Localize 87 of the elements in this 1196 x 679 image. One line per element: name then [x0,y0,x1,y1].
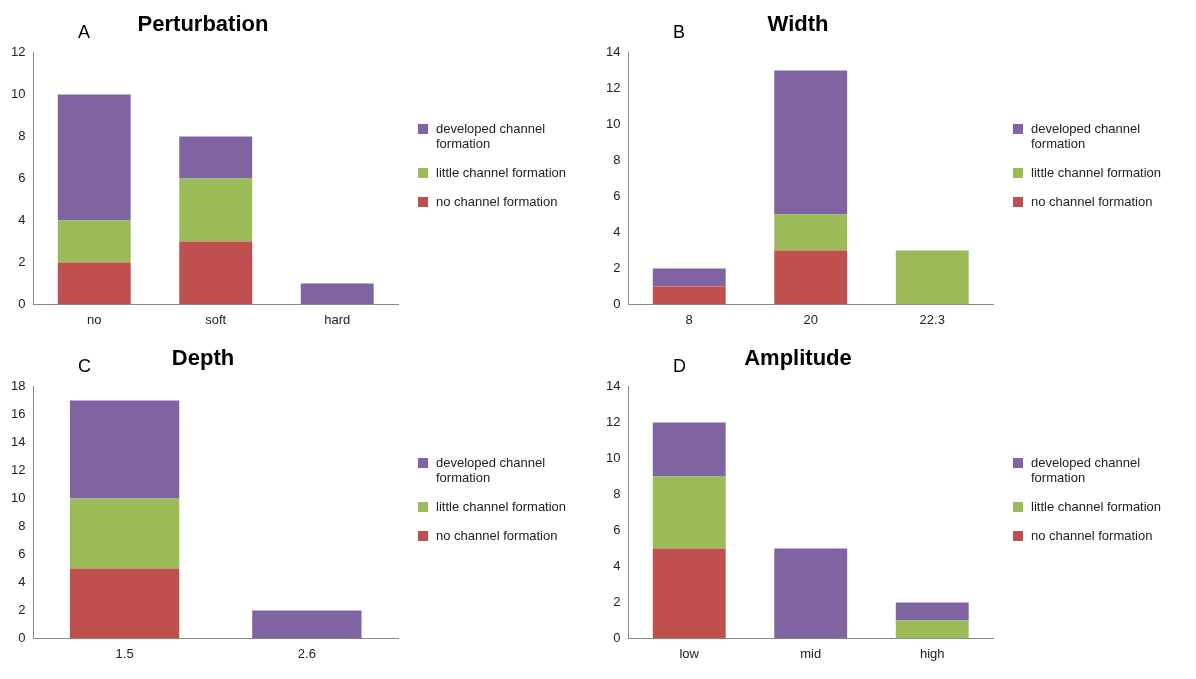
bar [57,94,131,221]
y-tick-label: 2 [18,601,26,617]
y-tick-label: 8 [18,127,26,143]
bar [895,250,969,305]
bar [300,283,374,305]
x-tick-label: hard [324,311,351,327]
y-tick-label: 10 [10,85,26,101]
y-tick-label: 0 [613,295,621,311]
x-tick-label: soft [205,311,227,327]
x-tick-label: mid [800,645,822,661]
y-tick-label: 10 [10,489,26,505]
y-tick-label: 6 [18,545,26,561]
y-tick-label: 2 [613,259,621,275]
x-tick-label: 22.3 [919,311,945,327]
y-tick-label: 4 [613,557,621,573]
legend-label: no channel formation [436,528,558,543]
bar [652,286,726,305]
bar [179,178,253,242]
bar [652,548,726,639]
x-tick-label: 2.6 [297,645,316,661]
y-tick-label: 6 [18,169,26,185]
legend-label: no channel formation [1031,528,1153,543]
text: C [78,356,91,377]
chart-title: Width [767,11,829,37]
legend-label: developed channel formation [436,121,547,151]
bar [774,548,848,639]
y-tick-label: 12 [605,413,621,429]
y-tick-label: 10 [605,449,621,465]
bar [652,476,726,549]
bar [774,214,848,251]
legend-label: little channel formation [436,499,567,514]
legend-label: little channel formation [1031,499,1162,514]
bar [179,241,253,305]
y-tick-label: 4 [613,223,621,239]
x-tick-label: high [919,645,945,661]
legend-label: no channel formation [1031,194,1153,209]
x-tick-label: 8 [685,311,693,327]
bar [774,70,848,215]
bar [57,220,131,263]
chart-title: Amplitude [744,345,852,371]
y-tick-label: 14 [605,377,621,393]
bar [895,602,969,621]
y-tick-label: 8 [613,485,621,501]
chart-title: Perturbation [137,11,269,37]
bar [652,268,726,287]
bar [179,136,253,179]
y-tick-label: 18 [10,377,26,393]
x-tick-label: 20 [803,311,818,327]
bar [895,620,969,639]
bar [69,568,180,639]
y-tick-label: 12 [10,461,26,477]
y-tick-label: 2 [18,253,26,269]
bar [69,400,180,499]
legend-label: little channel formation [1031,165,1162,180]
y-tick-label: 12 [605,79,621,95]
text: B [673,22,686,43]
legend-label: developed channel formation [1031,455,1142,485]
y-tick-label: 6 [613,187,621,203]
y-tick-label: 2 [613,593,621,609]
y-tick-label: 12 [10,43,26,59]
y-tick-label: 16 [10,405,26,421]
y-tick-label: 0 [18,295,26,311]
bar [774,250,848,305]
y-tick-label: 6 [613,521,621,537]
y-tick-label: 4 [18,211,26,227]
bar [252,610,362,639]
y-tick-label: 8 [613,151,621,167]
legend-label: developed channel formation [1031,121,1142,151]
bar [57,262,131,305]
legend-label: no channel formation [436,194,558,209]
y-tick-label: 14 [605,43,621,59]
y-tick-label: 14 [10,433,26,449]
legend-label: developed channel formation [436,455,547,485]
y-tick-label: 4 [18,573,26,589]
y-tick-label: 8 [18,517,26,533]
x-tick-label: no [86,311,102,327]
x-tick-label: 1.5 [115,645,134,661]
bar [69,498,180,569]
bar [652,422,726,477]
y-tick-label: 0 [613,629,621,645]
legend-label: little channel formation [436,165,567,180]
chart-title: Depth [171,345,235,371]
x-tick-label: low [679,645,700,661]
y-tick-label: 0 [18,629,26,645]
text: D [673,356,686,377]
text: A [78,22,91,43]
y-tick-label: 10 [605,115,621,131]
